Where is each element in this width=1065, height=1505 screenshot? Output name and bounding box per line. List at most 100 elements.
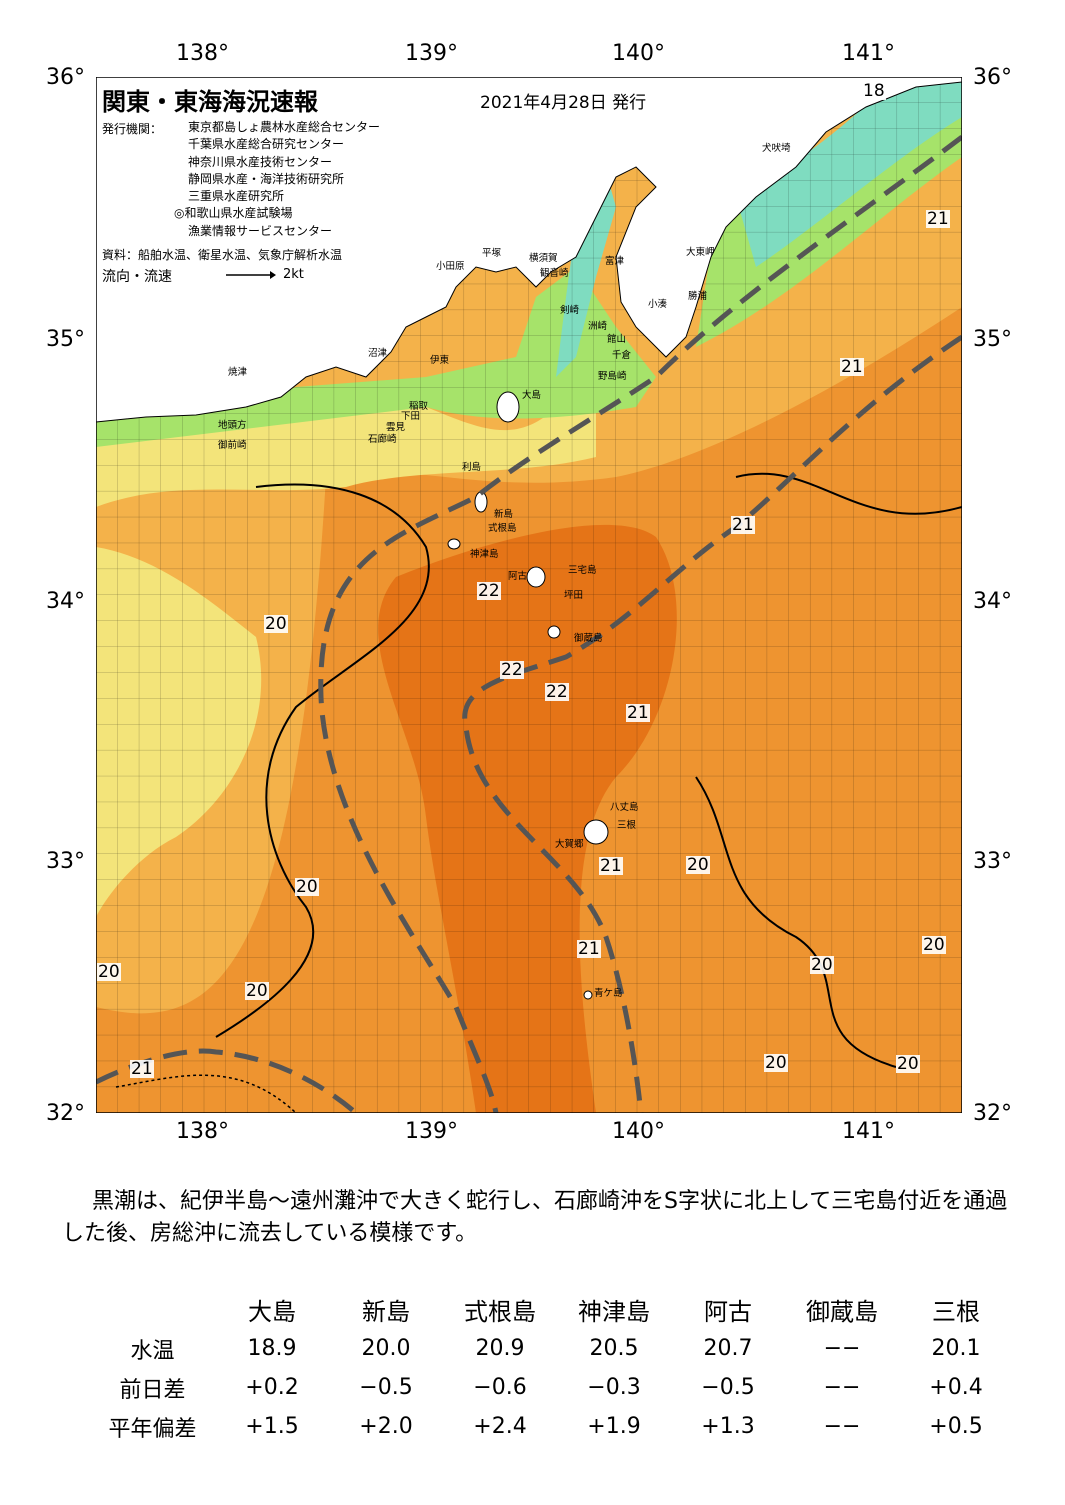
table-cell: 20.1 — [931, 1336, 981, 1361]
place-label: 御蔵島 — [574, 633, 603, 644]
table-cell: −0.3 — [587, 1375, 641, 1400]
lat-label-32-left: 32° — [46, 1101, 85, 1126]
station-header: 三根 — [932, 1298, 980, 1326]
place-label: 三宅島 — [568, 565, 597, 576]
issuer-item: 三重県水産研究所 — [188, 189, 285, 204]
place-label: 雲見 — [386, 422, 406, 433]
isotherm-label: 20 — [922, 935, 946, 955]
isotherm-label: 20 — [810, 955, 834, 975]
isotherm-label: 20 — [896, 1054, 920, 1074]
table-cell: +0.5 — [929, 1414, 983, 1439]
lat-label-32-right: 32° — [973, 1101, 1012, 1126]
isotherm-label: 20 — [97, 962, 121, 982]
table-cell: +2.4 — [473, 1414, 527, 1439]
table-cell: 20.9 — [475, 1336, 525, 1361]
station-header: 新島 — [362, 1298, 410, 1326]
table-row: 平年偏差 +1.5 +2.0 +2.4 +1.9 +1.3 −− +0.5 — [90, 1407, 1013, 1446]
place-label: 式根島 — [488, 523, 517, 534]
flow-legend-unit: 2kt — [283, 267, 304, 282]
flow-arrow-icon — [226, 271, 276, 279]
niijima-island — [474, 491, 488, 513]
isotherm-label: 21 — [626, 703, 650, 723]
lon-label-141-bottom: 141° — [842, 1119, 895, 1144]
issuer-list: 東京都島しょ農林水産総合センター 千葉県水産総合研究センター 神奈川県水産技術セ… — [174, 119, 381, 240]
isotherm-label: 21 — [130, 1059, 154, 1079]
table-cell: +1.3 — [701, 1414, 755, 1439]
lon-label-141-top: 141° — [842, 41, 895, 66]
station-header: 大島 — [248, 1298, 296, 1326]
place-label: 野島崎 — [598, 371, 627, 382]
data-source: 資料：船舶水温、衛星水温、気象庁解析水温 — [102, 248, 343, 262]
isotherm-label: 21 — [731, 515, 755, 535]
isotherm-label: 21 — [599, 856, 623, 876]
table-row: 水温 18.9 20.0 20.9 20.5 20.7 −− 20.1 — [90, 1329, 1013, 1368]
place-label: 神津島 — [470, 549, 499, 560]
isotherm-21-southwest — [115, 1074, 297, 1113]
row-label: 平年偏差 — [108, 1416, 197, 1442]
issue-date: 2021年4月28日 発行 — [480, 93, 647, 113]
place-label: 平塚 — [482, 248, 502, 259]
place-label: 剣崎 — [560, 305, 580, 316]
kuroshio-axis-main — [318, 135, 962, 1113]
isotherm-label: 21 — [926, 209, 950, 229]
issuer-item: 漁業情報サービスセンター — [188, 223, 333, 238]
mikurajima-island — [547, 625, 561, 639]
row-label: 水温 — [130, 1338, 175, 1364]
island-observation-table: 大島 新島 式根島 神津島 阿古 御蔵島 三根 水温 18.9 20.0 20.… — [90, 1290, 1013, 1446]
place-label: 洲崎 — [588, 321, 608, 332]
row-label: 前日差 — [119, 1377, 186, 1403]
map-title: 関東・東海海況速報 — [102, 88, 318, 116]
place-label: 勝浦 — [688, 291, 708, 302]
place-label: 坪田 — [564, 590, 584, 601]
table-cell: 20.7 — [703, 1336, 753, 1361]
place-label: 三根 — [617, 820, 637, 831]
isotherm-label: 22 — [545, 682, 569, 702]
issuer-item: ◎和歌山県水産試験場 — [174, 206, 293, 221]
place-label: 焼津 — [228, 367, 248, 378]
place-label: 阿古 — [508, 571, 528, 582]
place-label: 青ケ島 — [594, 988, 623, 999]
place-label: 稲取 — [409, 401, 429, 412]
isotherm-20-west — [215, 483, 430, 1038]
station-header: 御蔵島 — [806, 1298, 878, 1326]
lat-label-33-left: 33° — [46, 849, 85, 874]
table-cell: −− — [823, 1336, 861, 1361]
isotherm-21-east — [735, 472, 962, 515]
lon-label-140-top: 140° — [612, 41, 665, 66]
table-cell: −0.5 — [701, 1375, 755, 1400]
issuer-item: 東京都島しょ農林水産総合センター — [188, 120, 381, 134]
place-label: 御前崎 — [218, 440, 247, 451]
place-label: 大東岬 — [686, 247, 715, 258]
place-label: 石廊崎 — [368, 434, 397, 445]
miyakejima-island — [526, 566, 546, 588]
kozushima-island — [447, 538, 461, 550]
place-label: 富津 — [605, 256, 625, 267]
kuroshio-axis-branch — [462, 334, 962, 1113]
table-cell: 20.5 — [589, 1336, 639, 1361]
station-header: 式根島 — [464, 1298, 536, 1326]
lat-label-34-left: 34° — [46, 589, 85, 614]
issuer-item: 千葉県水産総合研究センター — [188, 137, 345, 152]
flow-legend-label: 流向・流速 — [102, 269, 172, 285]
place-label: 大賀郷 — [555, 839, 584, 850]
place-label: 観音崎 — [540, 268, 569, 279]
hachijojima-island — [583, 819, 609, 845]
lat-label-36-left: 36° — [46, 65, 85, 90]
table-cell: 20.0 — [361, 1336, 411, 1361]
isotherm-label: 22 — [500, 660, 524, 680]
station-header: 神津島 — [578, 1298, 650, 1326]
table-cell: −− — [823, 1414, 861, 1439]
isotherm-label: 20 — [264, 614, 288, 634]
place-label: 小湊 — [648, 299, 668, 310]
table-cell: +0.2 — [245, 1375, 299, 1400]
isotherm-label: 22 — [477, 581, 501, 601]
place-label: 新島 — [494, 509, 514, 520]
table-cell: −− — [823, 1375, 861, 1400]
lon-label-139-top: 139° — [405, 41, 458, 66]
issuer-item: 神奈川県水産技術センター — [188, 154, 333, 169]
isotherm-label: 20 — [295, 877, 319, 897]
place-label: 八丈島 — [610, 802, 639, 813]
lon-label-138-bottom: 138° — [176, 1119, 229, 1144]
issuer-item: 静岡県水産・海洋技術研究所 — [188, 171, 345, 186]
place-label: 小田原 — [436, 261, 465, 272]
